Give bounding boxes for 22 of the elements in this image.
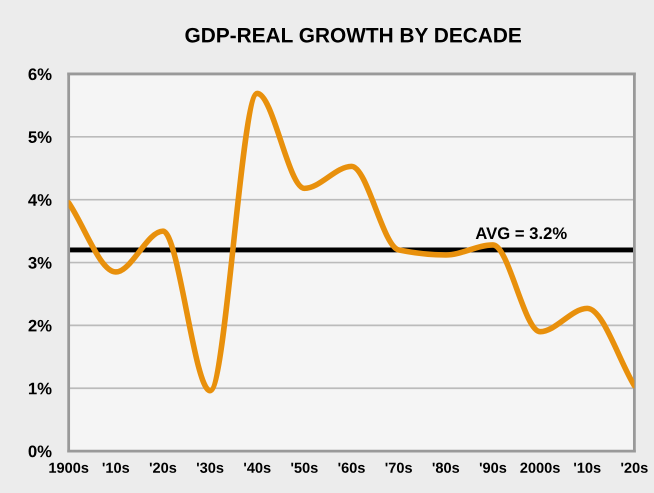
y-tick-label: 1% (28, 382, 52, 394)
chart-title: GDP-REAL GROWTH BY DECADE (185, 28, 521, 43)
y-tick-label: 3% (28, 256, 52, 269)
x-tick-label: '60s (338, 462, 365, 473)
x-tick-label: '20s (150, 462, 176, 473)
x-tick-label: '10s (102, 462, 130, 473)
y-tick-label: 6% (28, 68, 52, 80)
y-tick-label: 2% (28, 320, 52, 332)
ref-line-label: AVG = 3.2% (476, 227, 567, 240)
x-tick-label: '30s (196, 462, 224, 473)
x-tick-label: '10s (574, 462, 601, 473)
x-tick-label: '40s (244, 462, 271, 473)
x-tick-label: '20s (621, 462, 648, 473)
y-tick-label: 5% (28, 131, 52, 144)
x-tick-label: '80s (432, 462, 460, 473)
x-tick-label: '50s (291, 462, 318, 473)
x-tick-label: 2000s (520, 462, 560, 473)
x-tick-label: 1900s (49, 462, 88, 473)
y-tick-label: 4% (28, 194, 52, 206)
x-tick-label: '90s (480, 462, 506, 473)
y-tick-label: 0% (28, 445, 52, 458)
x-tick-label: '70s (386, 462, 412, 473)
